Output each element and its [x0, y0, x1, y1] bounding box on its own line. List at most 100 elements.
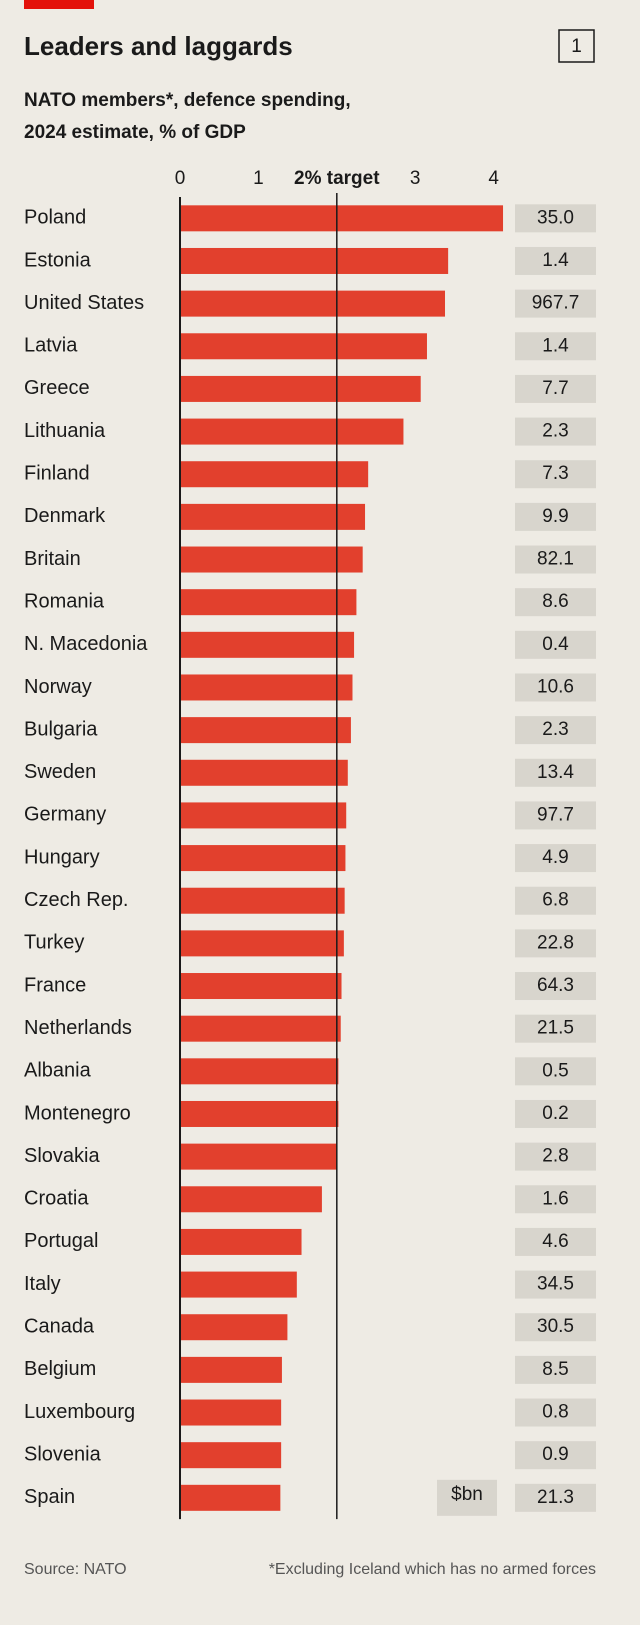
category-label: Estonia [24, 249, 92, 271]
spending-value: 967.7 [532, 293, 580, 314]
spending-value: 64.3 [537, 975, 574, 996]
value-box [515, 673, 596, 702]
category-label: Croatia [24, 1188, 89, 1210]
value-box [515, 374, 596, 403]
unit-label: $bn [451, 1484, 483, 1505]
spending-value: 8.5 [542, 1359, 568, 1380]
spending-value: 0.4 [542, 634, 569, 655]
spending-value: 2.3 [542, 421, 568, 442]
category-label: Luxembourg [24, 1401, 135, 1423]
category-label: Bulgaria [24, 718, 98, 740]
category-label: Romania [24, 590, 105, 612]
bar [180, 290, 446, 317]
value-box [515, 246, 596, 275]
category-label: Netherlands [24, 1017, 132, 1039]
bar [180, 1399, 282, 1426]
spending-value: 9.9 [542, 506, 568, 527]
spending-value: 34.5 [537, 1274, 574, 1295]
value-box [515, 1313, 596, 1342]
value-box [515, 1441, 596, 1470]
bar [180, 1442, 282, 1469]
spending-value: 0.2 [542, 1103, 568, 1124]
value-box [515, 502, 596, 531]
category-label: Lithuania [24, 420, 106, 442]
bar [180, 631, 355, 658]
chart-title: Leaders and laggards [24, 31, 293, 61]
value-box [515, 1099, 596, 1128]
category-label: Finland [24, 463, 90, 485]
value-box [515, 716, 596, 745]
chart-number-box [558, 29, 595, 63]
category-label: United States [24, 292, 144, 314]
value-box [515, 545, 596, 574]
spending-value: 35.0 [537, 207, 574, 228]
category-label: N. Macedonia [24, 633, 148, 655]
spending-value: 30.5 [537, 1316, 574, 1337]
bar [180, 887, 345, 914]
category-label: Portugal [24, 1230, 99, 1252]
bar [180, 418, 404, 445]
value-box [515, 417, 596, 446]
category-label: Greece [24, 377, 90, 399]
spending-value: 21.5 [537, 1018, 574, 1039]
bar [180, 205, 504, 232]
bar [180, 247, 449, 274]
spending-value: 1.4 [542, 250, 569, 271]
spending-value: 4.6 [542, 1231, 568, 1252]
footnote: *Excluding Iceland which has no armed fo… [269, 1561, 596, 1578]
brand-bar [24, 0, 94, 9]
category-label: Britain [24, 548, 81, 570]
x-tick-label: 0 [175, 168, 186, 189]
unit-box [437, 1479, 497, 1516]
spending-value: 2.3 [542, 719, 568, 740]
bar [180, 546, 363, 573]
value-box [515, 1014, 596, 1043]
spending-value: 21.3 [537, 1487, 574, 1508]
category-label: Spain [24, 1486, 75, 1508]
bar [180, 973, 342, 1000]
value-box [515, 1270, 596, 1299]
bar [180, 333, 427, 360]
bar [180, 802, 347, 829]
value-box [515, 1142, 596, 1171]
x-tick-label: 4 [488, 168, 499, 189]
bar [180, 759, 348, 786]
category-label: France [24, 974, 86, 996]
subtitle: NATO members*, defence spending, [24, 90, 351, 111]
value-box [515, 972, 596, 1001]
value-box [515, 332, 596, 361]
spending-value: 7.3 [542, 463, 568, 484]
x-tick-label: 3 [410, 168, 421, 189]
x-tick-label: 1 [253, 168, 264, 189]
spending-value: 1.4 [542, 335, 569, 356]
category-label: Sweden [24, 761, 96, 783]
category-label: Poland [24, 207, 86, 229]
x-tick-label: 2% target [294, 168, 380, 189]
spending-value: 2.8 [542, 1146, 568, 1167]
spending-value: 7.7 [542, 378, 568, 399]
bar [180, 1143, 337, 1170]
bar [180, 674, 353, 701]
bar [180, 1271, 297, 1298]
value-box [515, 801, 596, 830]
category-label: Belgium [24, 1358, 96, 1380]
bar [180, 1314, 288, 1341]
value-box [515, 204, 596, 233]
bar [180, 717, 351, 744]
category-label: Czech Rep. [24, 889, 129, 911]
value-box [515, 844, 596, 873]
value-box [515, 929, 596, 958]
category-label: Albania [24, 1060, 92, 1082]
category-label: Hungary [24, 846, 100, 868]
category-label: Slovenia [24, 1443, 102, 1465]
category-label: Italy [24, 1273, 61, 1295]
spending-value: 22.8 [537, 932, 574, 953]
category-label: Germany [24, 804, 106, 826]
bar [180, 503, 366, 530]
value-box [515, 1355, 596, 1384]
value-box [515, 460, 596, 489]
spending-value: 10.6 [537, 676, 574, 697]
category-label: Turkey [24, 932, 84, 954]
